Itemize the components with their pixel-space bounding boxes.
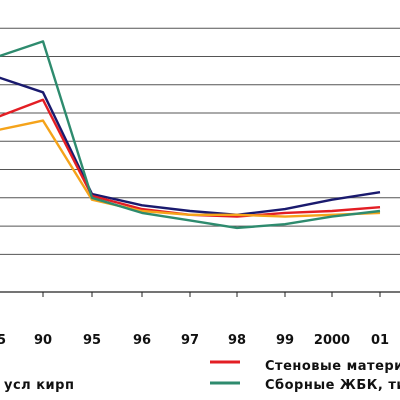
x-tick-label-6: 99 bbox=[276, 333, 294, 348]
grid-lines bbox=[0, 27, 400, 297]
series-line-3 bbox=[0, 40, 381, 230]
x-tick-label-2: 95 bbox=[83, 333, 101, 348]
legend: Стеновые материа усл кирп Сборные ЖБК, ти bbox=[4, 359, 400, 393]
series-lines bbox=[0, 40, 381, 230]
series-line-0 bbox=[0, 76, 381, 217]
x-tick-label-4: 97 bbox=[181, 333, 199, 348]
series-line-2 bbox=[0, 119, 381, 218]
legend-label-1: усл кирп bbox=[4, 378, 74, 393]
x-tick-label-7: 2000 bbox=[314, 333, 350, 348]
x-tick-label-3: 96 bbox=[133, 333, 151, 348]
x-tick-label-8: 01 bbox=[371, 333, 389, 348]
series-line-1 bbox=[0, 98, 381, 218]
x-tick-label-0: 5 bbox=[0, 333, 6, 348]
legend-label-2: Сборные ЖБК, ти bbox=[265, 378, 400, 393]
legend-label-0: Стеновые материа bbox=[265, 359, 400, 374]
x-axis-tick-labels: 5 90 95 96 97 98 99 2000 01 bbox=[0, 333, 389, 348]
x-tick-label-5: 98 bbox=[228, 333, 246, 348]
x-tick-label-1: 90 bbox=[34, 333, 52, 348]
